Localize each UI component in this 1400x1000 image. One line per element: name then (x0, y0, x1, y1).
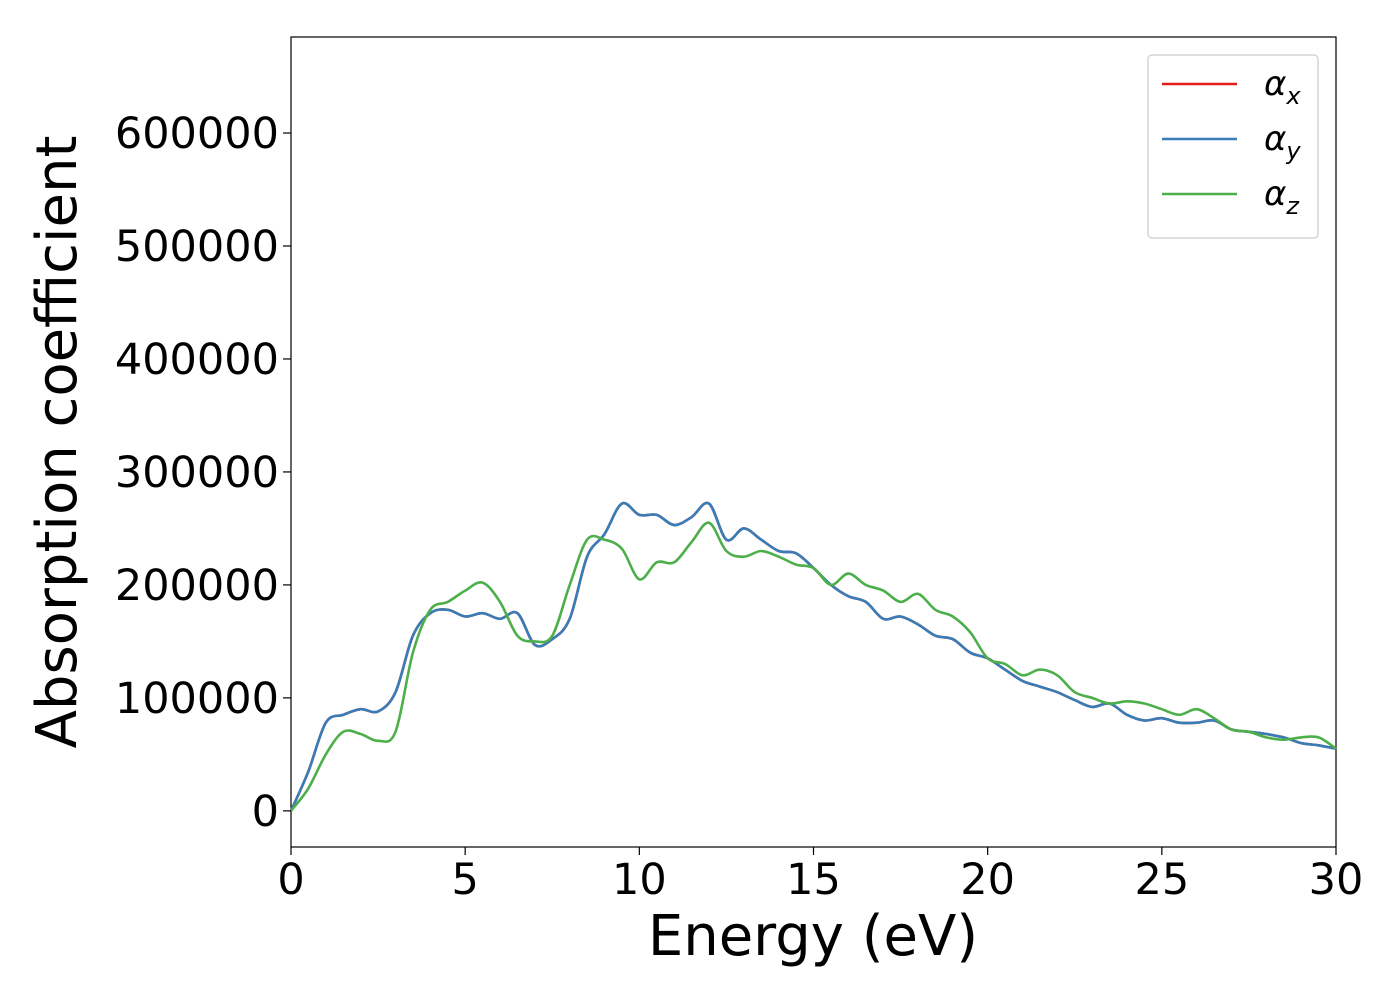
series-line-z (289, 521, 1337, 812)
x-tick-label: 15 (786, 855, 841, 905)
x-tick-label: 0 (277, 855, 304, 905)
x-tick-label: 20 (960, 855, 1015, 905)
x-tick-label: 10 (612, 855, 667, 905)
y-tick-label: 300000 (115, 448, 279, 498)
legend: αx αy αz (1147, 54, 1319, 239)
series-lines (289, 501, 1337, 812)
y-axis-label: Absorption coefficient (25, 136, 90, 749)
series-line-x (289, 501, 1337, 812)
legend-label-z: αz (1264, 174, 1300, 220)
y-tick-label: 400000 (115, 335, 279, 385)
y-tick-label: 0 (252, 787, 279, 837)
legend-label-y: αy (1264, 119, 1301, 165)
y-tick-label: 500000 (115, 222, 279, 272)
y-tick-label: 600000 (115, 109, 279, 159)
y-tick-label: 100000 (115, 674, 279, 724)
x-tick-label: 5 (451, 855, 478, 905)
series-line-y (289, 501, 1337, 812)
x-axis-ticks: 0 5 10 15 20 25 30 (277, 847, 1363, 905)
x-axis-label: Energy (eV) (648, 904, 978, 969)
y-axis-ticks: 0 100000 200000 300000 400000 500000 600000 (115, 109, 291, 837)
x-tick-label: 25 (1134, 855, 1189, 905)
legend-box (1147, 54, 1319, 239)
legend-label-x: αx (1264, 64, 1301, 110)
y-tick-label: 200000 (115, 561, 279, 611)
x-tick-label: 30 (1309, 855, 1364, 905)
